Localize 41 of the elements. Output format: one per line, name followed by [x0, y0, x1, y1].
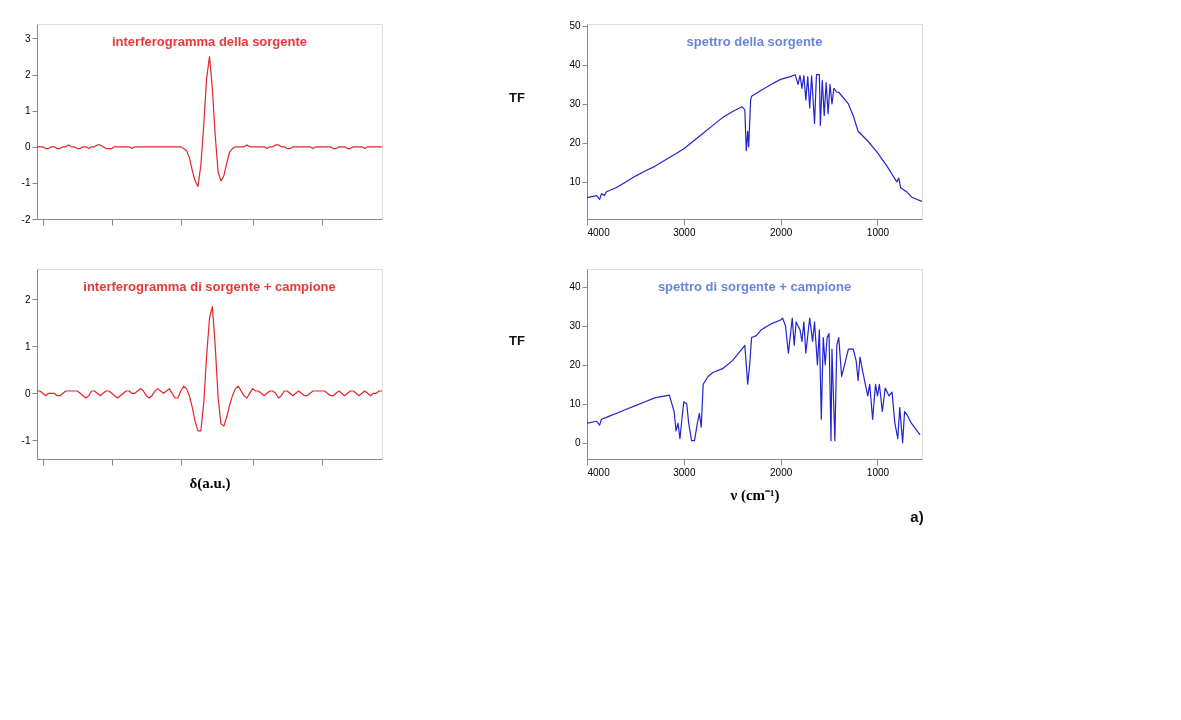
y-tick-label: 40	[569, 59, 581, 71]
y-tick-label: 40	[569, 281, 581, 293]
text: spettro di sorgente + campione	[657, 279, 852, 294]
y-tick-label: 3	[24, 32, 31, 44]
x-tick-label: 1000	[866, 226, 890, 238]
y-tick-label: 0	[24, 387, 31, 399]
x-axis-title: ν (cm⁻¹)	[729, 486, 780, 504]
line-series	[587, 74, 922, 203]
y-tick-label: 0	[24, 141, 31, 153]
line-series	[37, 55, 382, 188]
y-tick-label: 30	[569, 320, 581, 332]
y-tick-label: -1	[21, 177, 31, 189]
y-tick-label: 20	[569, 137, 581, 149]
x-axis-title: δ(a.u.)	[189, 475, 231, 492]
x-tick-label: 1000	[866, 466, 890, 478]
x-tick-label: 3000	[673, 226, 696, 238]
y-tick-label: 10	[569, 398, 581, 410]
line-series	[37, 305, 382, 432]
x-tick-label: 3000	[673, 466, 696, 478]
y-tick-label: 50	[569, 20, 581, 32]
text: a)	[910, 508, 924, 525]
x-tick-label: 4000	[587, 466, 611, 478]
line-series	[587, 317, 921, 444]
y-tick-label: 1	[24, 340, 31, 352]
y-tick-label: -1	[21, 434, 31, 446]
y-tick-label: 1	[24, 105, 31, 117]
y-tick-label: -2	[21, 213, 31, 225]
text: TF	[509, 333, 525, 349]
y-tick-label: 2	[24, 293, 31, 305]
y-tick-label: 2	[24, 69, 31, 81]
x-tick-label: 2000	[770, 226, 793, 238]
text: TF	[509, 90, 525, 106]
y-tick-label: 0	[574, 437, 581, 449]
y-tick-label: 30	[569, 98, 581, 110]
x-tick-label: 2000	[770, 466, 793, 478]
x-tick-label: 4000	[587, 226, 611, 238]
y-tick-label: 10	[569, 176, 581, 188]
text: interferogramma della sorgente	[111, 34, 308, 49]
text: spettro della sorgente	[686, 34, 823, 49]
text: interferogramma di sorgente + campione	[83, 279, 336, 294]
y-tick-label: 20	[569, 359, 581, 371]
